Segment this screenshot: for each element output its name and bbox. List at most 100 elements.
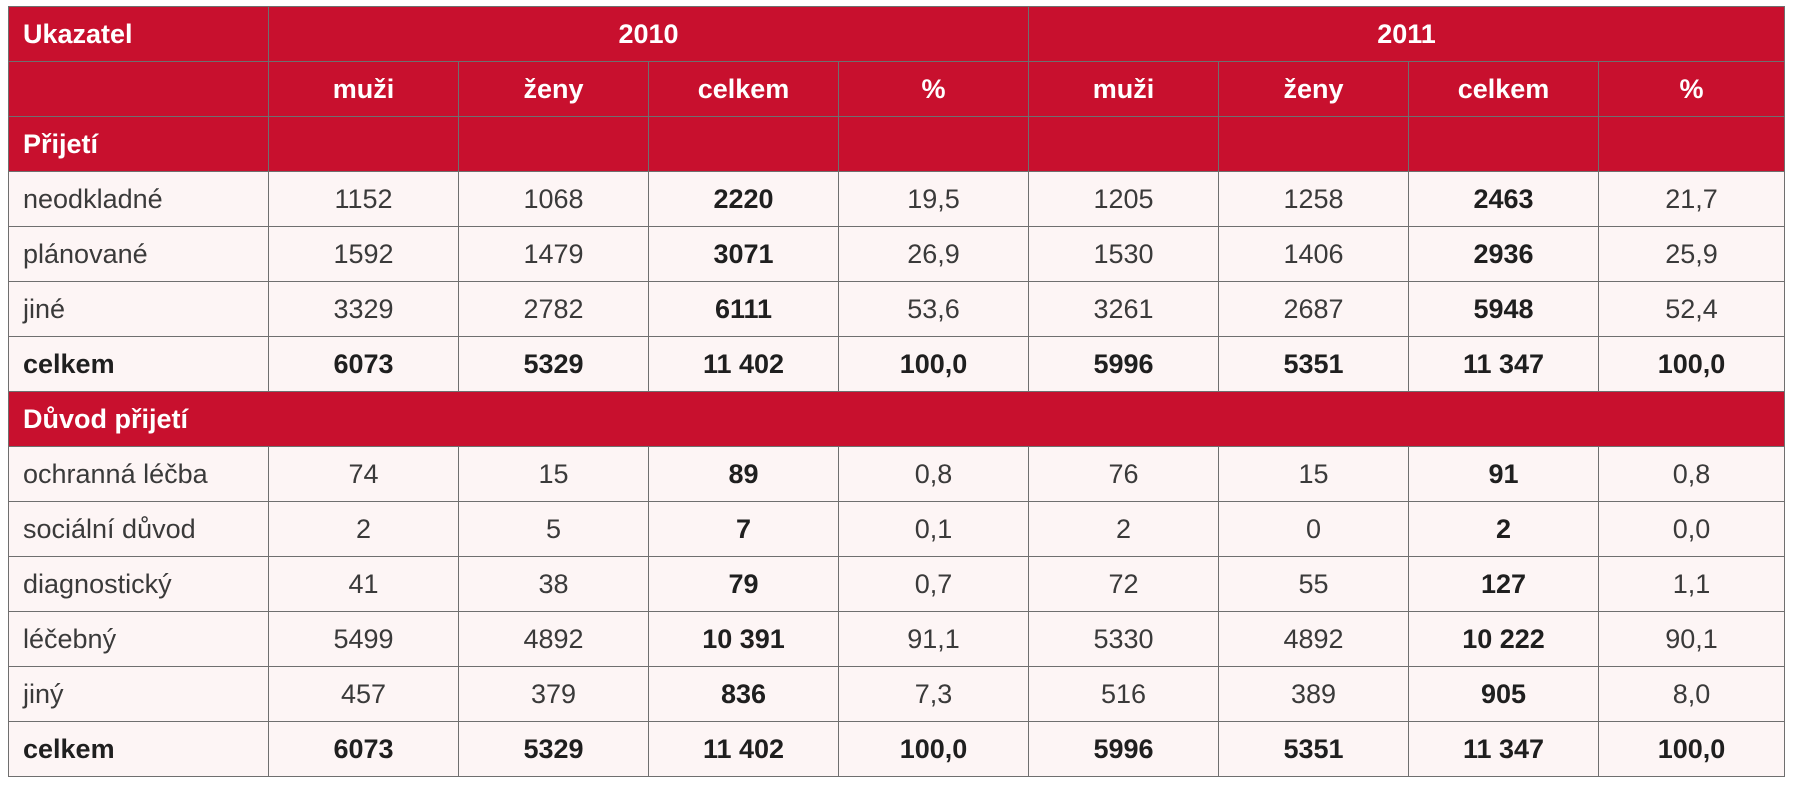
total-celkem-2010: 11 402 bbox=[648, 721, 839, 777]
year-header-row: Ukazatel 2010 2011 bbox=[8, 6, 1786, 62]
total-muzi-2011: 5996 bbox=[1028, 721, 1220, 777]
total-muzi-2011: 5996 bbox=[1028, 336, 1220, 392]
col-header-zeny-2010: ženy bbox=[458, 61, 649, 117]
cell-muzi-2010: 457 bbox=[268, 666, 459, 722]
cell-muzi-2010: 3329 bbox=[268, 281, 459, 337]
row-label: jiný bbox=[8, 666, 269, 722]
section-header-row: Přijetí bbox=[8, 116, 1786, 172]
cell-percent-2011: 25,9 bbox=[1598, 226, 1786, 282]
cell-muzi-2011: 2 bbox=[1028, 501, 1220, 557]
cell-percent-2010: 0,8 bbox=[837, 446, 1030, 502]
cell-percent-2010: 19,5 bbox=[837, 171, 1030, 227]
total-row: celkem 6073 5329 11 402 100,0 5996 5351 … bbox=[8, 721, 1786, 777]
subcolumn-header-row: muži ženy celkem % muži ženy celkem % bbox=[8, 61, 1786, 117]
cell-celkem-2011: 91 bbox=[1408, 446, 1600, 502]
cell-muzi-2011: 516 bbox=[1028, 666, 1220, 722]
row-label: léčebný bbox=[8, 611, 269, 667]
cell-celkem-2010: 3071 bbox=[648, 226, 839, 282]
section-header-cell bbox=[648, 116, 839, 172]
section-header-cell bbox=[1408, 116, 1600, 172]
cell-percent-2011: 52,4 bbox=[1598, 281, 1786, 337]
cell-celkem-2010: 836 bbox=[648, 666, 839, 722]
col-header-zeny-2011: ženy bbox=[1218, 61, 1410, 117]
row-label: sociální důvod bbox=[8, 501, 269, 557]
cell-muzi-2011: 1205 bbox=[1028, 171, 1220, 227]
cell-zeny-2011: 55 bbox=[1218, 556, 1410, 612]
cell-muzi-2010: 1152 bbox=[268, 171, 459, 227]
table-row: léčebný 5499 4892 10 391 91,1 5330 4892 … bbox=[8, 611, 1786, 667]
total-muzi-2010: 6073 bbox=[268, 336, 459, 392]
cell-zeny-2010: 1068 bbox=[458, 171, 649, 227]
year-header-2010: 2010 bbox=[267, 6, 1030, 62]
cell-celkem-2010: 89 bbox=[648, 446, 839, 502]
col-header-percent-2010: % bbox=[837, 61, 1030, 117]
col-header-muzi-2011: muži bbox=[1028, 61, 1220, 117]
table-row: plánované 1592 1479 3071 26,9 1530 1406 … bbox=[8, 226, 1786, 282]
total-zeny-2010: 5329 bbox=[458, 336, 649, 392]
total-muzi-2010: 6073 bbox=[268, 721, 459, 777]
cell-percent-2010: 0,1 bbox=[837, 501, 1030, 557]
year-header-2011: 2011 bbox=[1028, 6, 1786, 62]
total-zeny-2010: 5329 bbox=[458, 721, 649, 777]
cell-zeny-2010: 38 bbox=[458, 556, 649, 612]
cell-zeny-2011: 0 bbox=[1218, 501, 1410, 557]
cell-zeny-2010: 15 bbox=[458, 446, 649, 502]
cell-celkem-2010: 10 391 bbox=[648, 611, 839, 667]
total-label: celkem bbox=[8, 336, 269, 392]
cell-celkem-2010: 6111 bbox=[648, 281, 839, 337]
row-label: diagnostický bbox=[8, 556, 269, 612]
total-celkem-2010: 11 402 bbox=[648, 336, 839, 392]
total-zeny-2011: 5351 bbox=[1218, 721, 1410, 777]
indicator-header: Ukazatel bbox=[8, 6, 269, 62]
cell-percent-2011: 21,7 bbox=[1598, 171, 1786, 227]
col-header-muzi-2010: muži bbox=[268, 61, 459, 117]
total-percent-2011: 100,0 bbox=[1598, 336, 1786, 392]
cell-percent-2011: 0,8 bbox=[1598, 446, 1786, 502]
col-header-percent-2011: % bbox=[1598, 61, 1786, 117]
cell-percent-2010: 91,1 bbox=[837, 611, 1030, 667]
cell-muzi-2011: 1530 bbox=[1028, 226, 1220, 282]
section-header-cell bbox=[458, 116, 649, 172]
cell-percent-2011: 1,1 bbox=[1598, 556, 1786, 612]
cell-muzi-2010: 2 bbox=[268, 501, 459, 557]
cell-celkem-2011: 127 bbox=[1408, 556, 1600, 612]
row-label: plánované bbox=[8, 226, 269, 282]
section-title: Důvod přijetí bbox=[7, 391, 1786, 447]
cell-percent-2011: 0,0 bbox=[1598, 501, 1786, 557]
section-header-cell bbox=[1028, 116, 1220, 172]
cell-muzi-2011: 76 bbox=[1028, 446, 1220, 502]
section-header-cell bbox=[1218, 116, 1410, 172]
total-percent-2010: 100,0 bbox=[837, 336, 1030, 392]
total-celkem-2011: 11 347 bbox=[1408, 336, 1600, 392]
cell-percent-2010: 26,9 bbox=[837, 226, 1030, 282]
section-header-cell bbox=[837, 116, 1030, 172]
table-row: diagnostický 41 38 79 0,7 72 55 127 1,1 bbox=[8, 556, 1786, 612]
cell-muzi-2011: 3261 bbox=[1028, 281, 1220, 337]
cell-percent-2011: 8,0 bbox=[1598, 666, 1786, 722]
cell-celkem-2011: 2936 bbox=[1408, 226, 1600, 282]
cell-muzi-2011: 5330 bbox=[1028, 611, 1220, 667]
table-row: jiný 457 379 836 7,3 516 389 905 8,0 bbox=[8, 666, 1786, 722]
table-row: jiné 3329 2782 6111 53,6 3261 2687 5948 … bbox=[8, 281, 1786, 337]
cell-celkem-2010: 2220 bbox=[648, 171, 839, 227]
row-label: ochranná léčba bbox=[8, 446, 269, 502]
col-header-celkem-2010: celkem bbox=[648, 61, 839, 117]
table-row: ochranná léčba 74 15 89 0,8 76 15 91 0,8 bbox=[8, 446, 1786, 502]
table-row: sociální důvod 2 5 7 0,1 2 0 2 0,0 bbox=[8, 501, 1786, 557]
cell-zeny-2011: 1406 bbox=[1218, 226, 1410, 282]
row-label: neodkladné bbox=[8, 171, 269, 227]
cell-zeny-2011: 15 bbox=[1218, 446, 1410, 502]
cell-celkem-2011: 2 bbox=[1408, 501, 1600, 557]
cell-zeny-2010: 5 bbox=[458, 501, 649, 557]
total-percent-2011: 100,0 bbox=[1598, 721, 1786, 777]
cell-zeny-2010: 4892 bbox=[458, 611, 649, 667]
cell-zeny-2011: 2687 bbox=[1218, 281, 1410, 337]
total-percent-2010: 100,0 bbox=[837, 721, 1030, 777]
cell-percent-2011: 90,1 bbox=[1598, 611, 1786, 667]
cell-celkem-2011: 2463 bbox=[1408, 171, 1600, 227]
cell-celkem-2011: 905 bbox=[1408, 666, 1600, 722]
section-header-cell bbox=[1598, 116, 1786, 172]
cell-muzi-2010: 1592 bbox=[268, 226, 459, 282]
cell-muzi-2010: 74 bbox=[268, 446, 459, 502]
cell-percent-2010: 7,3 bbox=[837, 666, 1030, 722]
